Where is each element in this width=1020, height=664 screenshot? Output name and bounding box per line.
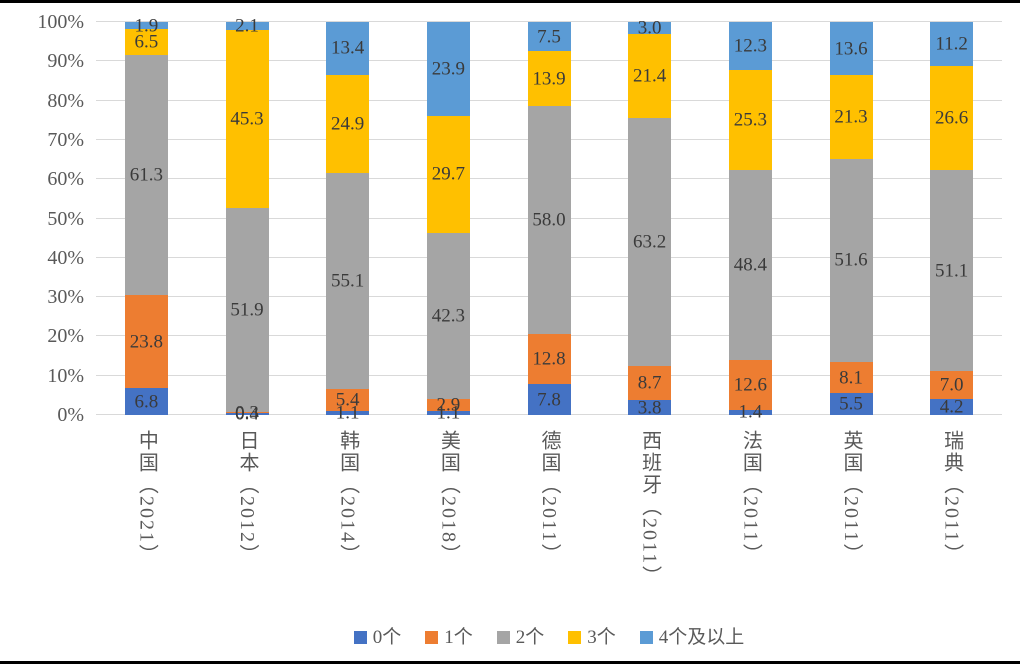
- x-axis-category-label: 韩国（2014）: [336, 430, 359, 566]
- y-axis-tick-label: 20%: [47, 325, 84, 348]
- legend-swatch-icon: [568, 630, 582, 644]
- bar-segment: [326, 172, 370, 390]
- legend-label: 0个: [372, 626, 402, 648]
- bar-segment: [527, 334, 571, 385]
- bar-segment: [124, 29, 168, 55]
- x-axis-category-label: 中国（2021）: [135, 430, 158, 566]
- bar-segment: [527, 22, 571, 52]
- x-axis-category-label: 西班牙（2011）: [638, 430, 661, 588]
- legend-swatch-icon: [496, 630, 510, 644]
- x-axis-category-label: 瑞典（2011）: [940, 430, 963, 566]
- bar-3: 1.1 5.4 55.1 24.9 13.4: [326, 22, 370, 422]
- bar-segment: [124, 22, 168, 30]
- bar-segment: [225, 208, 269, 413]
- bar-segment: [728, 409, 772, 415]
- legend-label: 3个: [587, 626, 616, 648]
- legend-label: 2个: [515, 626, 545, 648]
- y-axis-tick-label: 40%: [47, 246, 84, 269]
- bar-segment: [930, 22, 974, 66]
- legend-item: 0个: [353, 626, 402, 648]
- legend-item: 4个及以上: [639, 626, 745, 648]
- legend: 0个 1个 2个 3个 4个及以上: [96, 621, 1002, 653]
- legend-item: 2个: [496, 626, 545, 648]
- y-axis-tick-label: 60%: [47, 168, 84, 191]
- bar-segment: [829, 159, 873, 362]
- bar-segment: [326, 22, 370, 75]
- bar-segment: [628, 365, 672, 401]
- y-axis-tick-label: 70%: [47, 128, 84, 151]
- y-axis-tick-label: 30%: [47, 286, 84, 309]
- top-frame-border: [0, 0, 1020, 3]
- bar-segment: [930, 170, 974, 372]
- bar-segment: [829, 361, 873, 394]
- bottom-frame-border: [0, 661, 1020, 664]
- bar-segment: [829, 75, 873, 160]
- bar-segment: [930, 398, 974, 415]
- bar-segment: [326, 74, 370, 173]
- bar-segment: [225, 412, 269, 414]
- legend-item: 3个: [568, 628, 616, 647]
- x-axis-category-label: 日本（2012）: [236, 430, 258, 566]
- bar-segment: [124, 388, 168, 415]
- bar-segment: [829, 22, 873, 76]
- bar-segment: [426, 232, 470, 400]
- bar-segment: [426, 399, 470, 411]
- x-axis-category-label: 英国（2011）: [840, 430, 862, 566]
- bar-segment: [124, 54, 168, 296]
- bar-segment: [426, 410, 470, 415]
- x-axis-category-label: 德国（2011）: [538, 430, 560, 566]
- bar-segment: [124, 295, 168, 389]
- bar-8: 5.5 8.1 51.6 21.3 13.6: [829, 22, 873, 415]
- y-axis-tick-label: 100%: [37, 11, 84, 33]
- bar-segment: [225, 22, 269, 31]
- bar-segment: [728, 169, 772, 360]
- bar-segment: [527, 51, 571, 107]
- bar-segment: [628, 117, 672, 366]
- bar-segment: [829, 393, 873, 415]
- y-axis-tick-label: 10%: [47, 364, 84, 387]
- bar-segment: [225, 413, 269, 415]
- x-axis-category-label: 法国（2011）: [739, 430, 762, 566]
- bar-6: 3.8 8.7 63.2 21.4 3.0: [628, 18, 672, 417]
- bar-segment: [628, 400, 672, 415]
- y-axis-tick-label: 90%: [47, 50, 84, 73]
- bar-segment: [930, 65, 974, 171]
- bar-segment: [426, 116, 470, 233]
- x-axis-category-label: 美国（2018）: [437, 430, 460, 566]
- legend-item: 1个: [425, 628, 473, 647]
- bar-4: 1.1 2.9 42.3 29.7 23.9: [426, 22, 470, 422]
- y-axis-tick-label: 0%: [57, 404, 84, 426]
- bar-1: 6.8 23.8 61.3 6.5 1.9: [124, 16, 168, 415]
- legend-swatch-icon: [425, 630, 439, 644]
- bar-segment: [527, 106, 571, 335]
- legend-swatch-icon: [353, 630, 367, 644]
- bar-segment: [527, 384, 571, 415]
- plot-area: 6.8 23.8 61.3 6.5 1.9 0.4 0.3 51.9 45.3 2.1 1.1 5.4…: [96, 16, 1002, 424]
- bar-5: 7.8 12.8 58.0 13.9 7.5: [527, 22, 571, 415]
- bar-9: 4.2 7.0 51.1 26.6 11.2: [930, 22, 974, 416]
- y-axis-tick-label: 80%: [47, 89, 84, 112]
- bar-2: 0.4 0.3 51.9 45.3 2.1: [225, 17, 269, 424]
- bar-segment: [628, 22, 672, 34]
- bar-7: 1.4 12.6 48.4 25.3 12.3: [728, 22, 772, 422]
- bar-segment: [426, 22, 470, 117]
- bar-segment: [728, 359, 772, 410]
- bar-segment: [225, 30, 269, 209]
- bar-segment: [728, 70, 772, 170]
- x-axis: 中国（2021） 日本（2012） 韩国（2014） 美国（2018） 德国（2011）…: [96, 430, 1002, 615]
- y-axis-tick-label: 50%: [47, 207, 84, 230]
- gridline: [96, 21, 1002, 22]
- bar-segment: [930, 371, 974, 399]
- legend-label: 1个: [444, 626, 473, 648]
- legend-label: 4个及以上: [658, 626, 745, 648]
- y-axis: 0% 10% 20% 30% 40% 50% 60% 70% 80% 90% 100%: [0, 12, 84, 425]
- bar-segment: [326, 389, 370, 411]
- bar-segment: [628, 33, 672, 118]
- legend-swatch-icon: [639, 630, 653, 644]
- bar-segment: [326, 410, 370, 415]
- bar-segment: [728, 22, 772, 71]
